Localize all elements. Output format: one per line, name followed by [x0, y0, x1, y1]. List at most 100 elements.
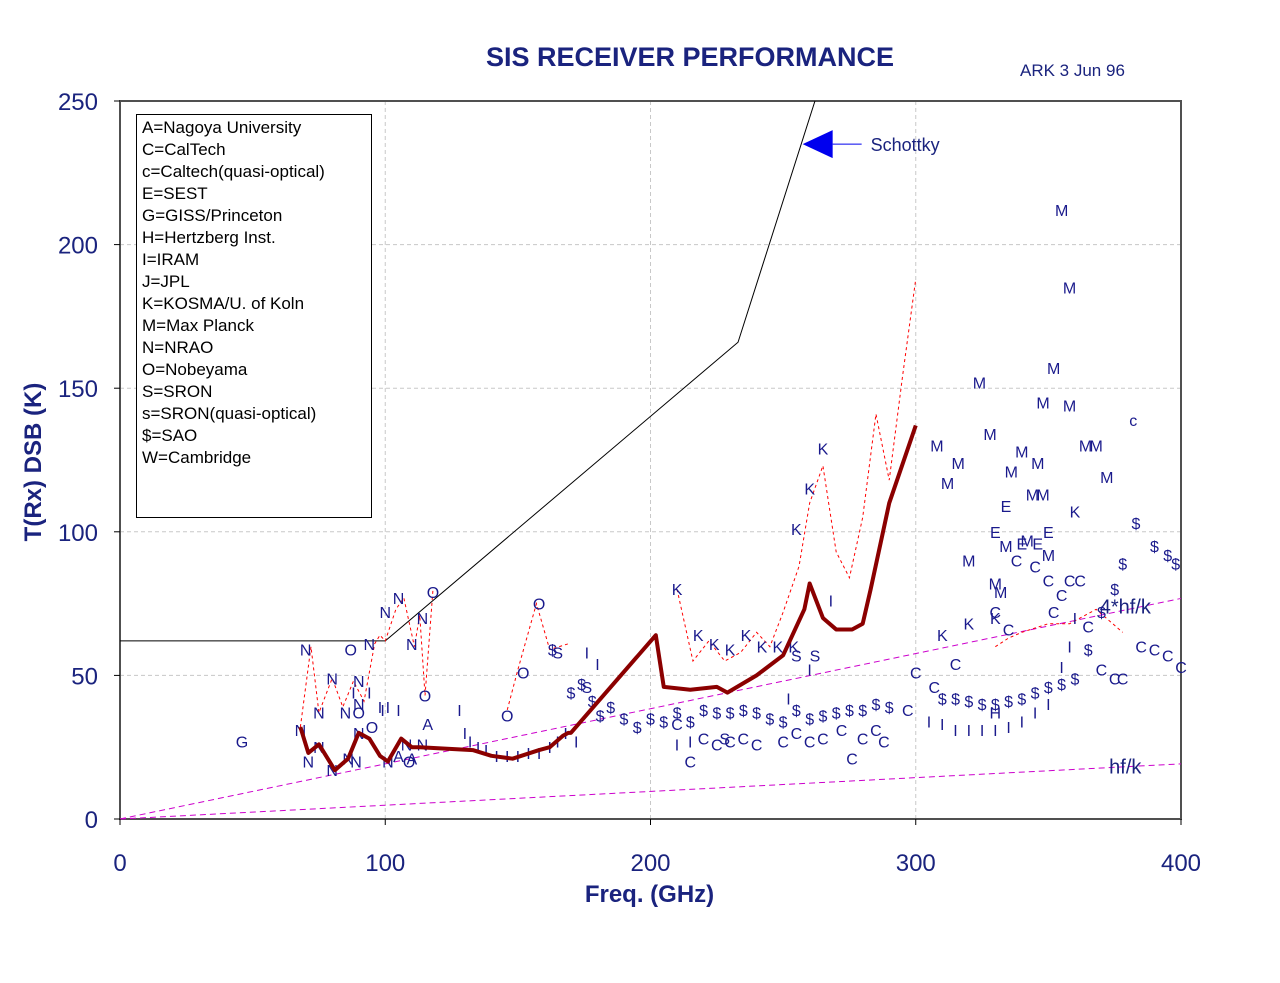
data-point: K: [709, 637, 720, 654]
data-point: I: [807, 663, 811, 680]
data-point: K: [693, 628, 704, 645]
data-point: C: [1011, 554, 1023, 571]
legend-entry: W=Cambridge: [142, 448, 252, 467]
data-point: $: [818, 709, 827, 726]
x-tick-label: 300: [896, 850, 936, 877]
data-point: $: [633, 720, 642, 737]
data-point: I: [829, 594, 833, 611]
data-point: K: [772, 640, 783, 657]
data-point: M: [1042, 548, 1055, 565]
data-point: I: [386, 700, 390, 717]
y-tick-label: 150: [58, 376, 98, 403]
data-point: $: [792, 703, 801, 720]
data-point: E: [1032, 536, 1043, 553]
data-point: C: [1056, 588, 1068, 605]
data-point: N: [313, 706, 325, 723]
data-point: C: [1149, 643, 1161, 660]
data-point: M: [1015, 444, 1028, 461]
data-point: $: [1118, 556, 1127, 573]
legend-entry: E=SEST: [142, 184, 208, 203]
legend-entry: K=KOSMA/U. of Koln: [142, 294, 305, 313]
data-point: C: [857, 732, 869, 749]
data-point: $: [588, 694, 597, 711]
data-point: A: [406, 752, 417, 769]
data-point: I: [574, 734, 578, 751]
data-point: $: [991, 697, 1000, 714]
data-point: I: [1033, 706, 1037, 723]
data-point: N: [364, 637, 376, 654]
data-point: I: [1046, 697, 1050, 714]
legend-entry: J=JPL: [142, 272, 190, 291]
data-point: K: [963, 617, 974, 634]
data-point: N: [417, 611, 429, 628]
data-point: E: [990, 525, 1001, 542]
legend-entry: I=IRAM: [142, 250, 200, 269]
data-point: O: [403, 755, 415, 772]
data-point: O: [501, 709, 513, 726]
data-point: I: [967, 723, 971, 740]
data-point: $: [872, 697, 881, 714]
data-point: $: [779, 714, 788, 731]
data-point: S: [791, 648, 802, 665]
y-tick-label: 250: [58, 89, 98, 116]
data-point: M: [1063, 398, 1076, 415]
legend: A=Nagoya University C=CalTech c=Caltech(qu…: [136, 114, 372, 518]
data-point: M: [1036, 487, 1049, 504]
x-tick-label: 100: [365, 850, 405, 877]
reference-lines: hf/k 4*hf/k: [119, 596, 1182, 820]
y-tick-label: 200: [58, 233, 98, 260]
data-point: $: [1110, 582, 1119, 599]
data-point: C: [724, 734, 736, 751]
data-point: C: [1048, 605, 1060, 622]
data-point: N: [353, 674, 365, 691]
legend-entry: G=GISS/Princeton: [142, 206, 283, 225]
y-tick-label: 100: [58, 520, 98, 547]
x-tick-label: 200: [630, 850, 670, 877]
axis-labels: Freq. (GHz) T(Rx) DSB (K): [20, 383, 714, 908]
data-point: C: [929, 680, 941, 697]
data-point: S: [810, 648, 821, 665]
reference-line: [119, 763, 1182, 820]
data-point: $: [845, 703, 854, 720]
data-point: C: [685, 755, 697, 772]
data-point: I: [1006, 720, 1010, 737]
data-point: C: [1162, 648, 1174, 665]
legend-entry: M=Max Planck: [142, 316, 254, 335]
best-curve-line: [298, 424, 918, 773]
data-point: C: [738, 732, 750, 749]
legend-entry: A=Nagoya University: [142, 118, 302, 137]
data-point: N: [303, 755, 315, 772]
data-point: $: [673, 706, 682, 723]
data-point: M: [1020, 533, 1033, 550]
reference-line: [119, 597, 1182, 820]
data-point: I: [380, 703, 384, 720]
data-point: K: [937, 628, 948, 645]
data-point: A: [422, 717, 433, 734]
data-point: K: [757, 640, 768, 657]
data-point: I: [675, 737, 679, 754]
data-point: C: [791, 726, 803, 743]
data-point: M: [1031, 456, 1044, 473]
data-point: $: [1131, 516, 1140, 533]
schottky-label: Schottky: [871, 135, 940, 155]
data-point: $: [1044, 680, 1053, 697]
data-point: S: [719, 732, 730, 749]
legend-entry: $=SAO: [142, 426, 198, 445]
data-point: M: [1089, 439, 1102, 456]
data-point: c: [1129, 413, 1137, 430]
data-point: $: [978, 697, 987, 714]
data-point: K: [672, 582, 683, 599]
data-point: K: [818, 442, 829, 459]
y-tick-label: 50: [71, 663, 98, 690]
data-point: I: [468, 734, 472, 751]
chart-title: SIS RECEIVER PERFORMANCE: [485, 42, 895, 72]
data-point: C: [1117, 671, 1129, 688]
data-point: $: [646, 711, 655, 728]
data-point: $: [686, 714, 695, 731]
data-point: C: [950, 657, 962, 674]
data-point: C: [1135, 640, 1147, 657]
data-point: $: [951, 691, 960, 708]
connection-lines: [299, 278, 1123, 728]
data-point: $: [1171, 556, 1180, 573]
